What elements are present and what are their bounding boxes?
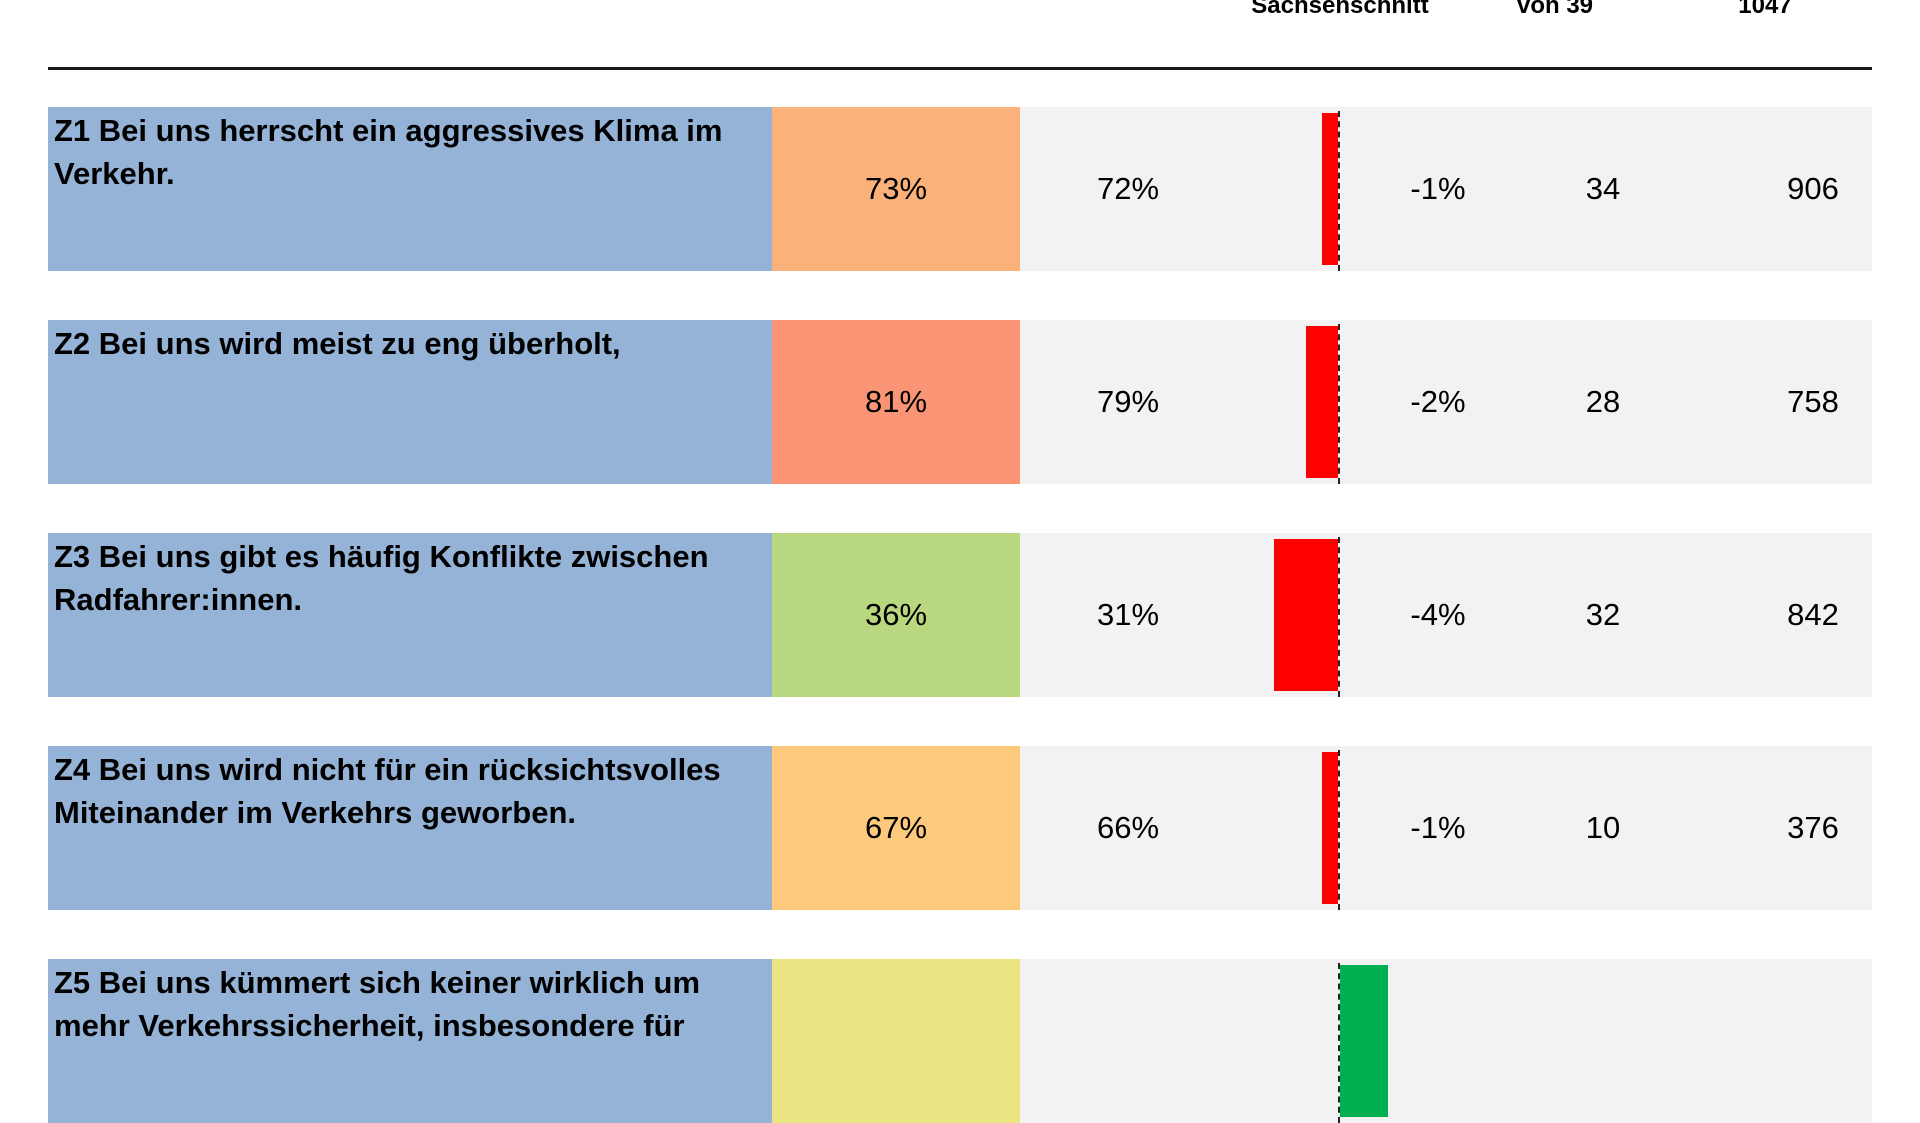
score-cell: 67% [772, 746, 1020, 910]
comparison-value: 66% [1096, 810, 1160, 845]
negative-deviation-bar [1274, 539, 1338, 691]
negative-deviation-bar [1306, 326, 1338, 478]
question-label: Z5 Bei uns kümmert sich keiner wirklich … [48, 959, 772, 1123]
question-label: Z2 Bei uns wird meist zu eng überholt, [48, 320, 772, 484]
comparison-value: 72% [1096, 171, 1160, 206]
baseline-marker [1338, 111, 1340, 271]
survey-results-page: Sachsenschnitt von 39 1047 Z1 Bei uns he… [48, 0, 1872, 1123]
comparison-value: 31% [1096, 597, 1160, 632]
baseline-marker [1338, 750, 1340, 910]
question-label: Z1 Bei uns herrscht ein aggressives Klim… [48, 107, 772, 271]
negative-deviation-bar [1322, 752, 1338, 904]
difference-value: -2% [1410, 384, 1466, 419]
score-cell: 36% [772, 533, 1020, 697]
rank-value: 10 [1585, 810, 1621, 845]
rank-value: 32 [1585, 597, 1621, 632]
table-row: Z5 Bei uns kümmert sich keiner wirklich … [48, 959, 1872, 1123]
comparison-value: 79% [1096, 384, 1160, 419]
rank-value [1548, 959, 1658, 1123]
count-value: 758 [1787, 384, 1839, 419]
negative-deviation-bar [1322, 113, 1338, 265]
baseline-marker [1338, 324, 1340, 484]
difference-value: -1% [1410, 810, 1466, 845]
score-cell: 81% [772, 320, 1020, 484]
question-label: Z3 Bei uns gibt es häufig Konflikte zwis… [48, 533, 772, 697]
difference-value [1378, 959, 1498, 1123]
count-value: 376 [1787, 810, 1839, 845]
score-cell: 73% [772, 107, 1020, 271]
count-value [1758, 959, 1868, 1123]
table-row: Z1 Bei uns herrscht ein aggressives Klim… [48, 107, 1872, 271]
baseline-marker [1338, 963, 1340, 1123]
rank-value: 34 [1585, 171, 1621, 206]
rank-value: 28 [1585, 384, 1621, 419]
difference-value: -4% [1410, 597, 1466, 632]
header-rank: von 39 [1516, 0, 1594, 19]
table-row: Z2 Bei uns wird meist zu eng überholt, 81… [48, 320, 1872, 484]
count-value: 842 [1787, 597, 1839, 632]
comparison-value [1048, 959, 1208, 1123]
table-row: Z4 Bei uns wird nicht für ein rücksichts… [48, 746, 1872, 910]
header-comparison: Sachsenschnitt [1251, 0, 1429, 19]
score-cell [772, 959, 1020, 1123]
header-total: 1047 [1738, 0, 1792, 19]
difference-value: -1% [1410, 171, 1466, 206]
table-row: Z3 Bei uns gibt es häufig Konflikte zwis… [48, 533, 1872, 697]
count-value: 906 [1787, 171, 1839, 206]
header-divider [48, 67, 1872, 70]
question-label: Z4 Bei uns wird nicht für ein rücksichts… [48, 746, 772, 910]
baseline-marker [1338, 537, 1340, 697]
